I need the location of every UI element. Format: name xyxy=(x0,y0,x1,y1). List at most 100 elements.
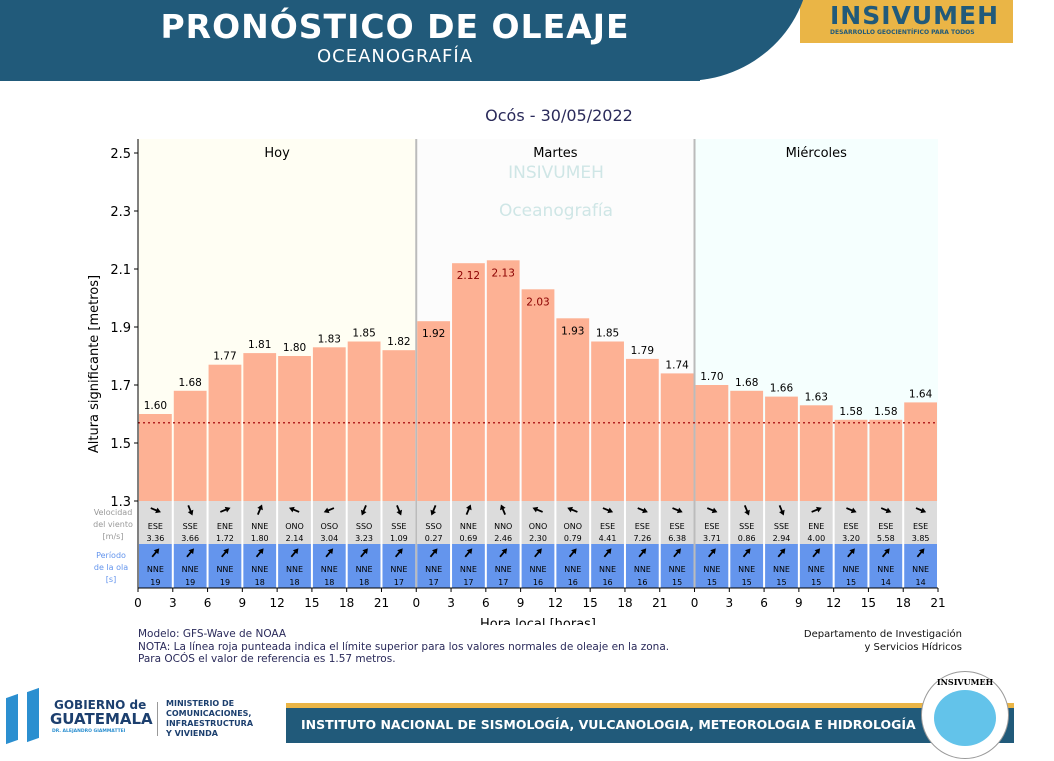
page-title: PRONÓSTICO DE OLEAJE xyxy=(160,7,630,46)
bar-value-label: 1.64 xyxy=(909,388,933,400)
wave-direction: NNE xyxy=(773,565,790,574)
wind-direction: ESE xyxy=(600,522,615,531)
direction-arrow-icon xyxy=(708,548,716,558)
x-tick-label: 6 xyxy=(760,596,768,610)
direction-arrow-icon xyxy=(323,507,335,514)
wave-period: 15 xyxy=(811,578,821,587)
wind-speed: 0.79 xyxy=(564,534,582,543)
wind-direction: ESE xyxy=(148,522,163,531)
bar xyxy=(660,373,694,501)
institute-name: INSTITUTO NACIONAL DE SISMOLOGÍA, VULCAN… xyxy=(301,717,916,732)
bar xyxy=(173,390,207,501)
gob-line-2: GUATEMALA xyxy=(50,710,153,728)
page-subtitle: OCEANOGRAFÍA xyxy=(316,46,474,67)
x-tick-label: 18 xyxy=(896,596,911,610)
direction-arrow-icon xyxy=(603,548,612,558)
wind-speed: 0.86 xyxy=(738,534,756,543)
bar-value-label: 1.83 xyxy=(318,333,341,345)
bar-value-label: 1.70 xyxy=(700,371,723,383)
direction-arrow-icon xyxy=(638,548,647,558)
bar xyxy=(799,405,833,501)
y-tick-label: 2.3 xyxy=(110,205,131,220)
wave-period: 17 xyxy=(394,578,404,587)
direction-arrow-icon xyxy=(777,548,786,558)
wind-speed: 7.26 xyxy=(633,534,651,543)
bar xyxy=(139,414,172,501)
ministry-line: INFRAESTRUCTURA xyxy=(166,719,254,728)
direction-arrow-icon xyxy=(430,505,437,516)
x-tick-label: 9 xyxy=(517,596,525,610)
direction-arrow-icon xyxy=(673,548,681,558)
bar xyxy=(486,260,520,501)
logo-tagline: DESARROLLO GEOCIENTÍFICO PARA TODOS xyxy=(830,29,975,36)
bar xyxy=(347,341,381,501)
wind-speed: 1.72 xyxy=(216,534,234,543)
ministry-line: MINISTERIO DE xyxy=(166,699,235,708)
wind-cell xyxy=(139,501,172,544)
bar-value-label: 1.85 xyxy=(596,328,619,340)
wind-cell xyxy=(904,501,937,544)
wave-chart: Hoy Martes Miércoles INSIVUMEH Oceanografía O… xyxy=(87,106,946,625)
wave-period: 16 xyxy=(637,578,647,587)
wind-cell xyxy=(556,501,590,544)
wind-speed: 2.94 xyxy=(773,534,791,543)
direction-arrow-icon xyxy=(151,548,160,558)
wave-direction: NNE xyxy=(216,565,233,574)
bar-value-label: 1.85 xyxy=(352,328,375,340)
wind-direction: ONO xyxy=(563,522,582,531)
wind-direction: ONO xyxy=(529,522,548,531)
y-tick-label: 2.1 xyxy=(110,263,131,278)
direction-arrow-icon xyxy=(672,507,683,514)
chart-title: Ocós - 30/05/2022 xyxy=(485,106,633,125)
wind-direction: ONO xyxy=(285,522,304,531)
bar-value-label: 2.12 xyxy=(457,270,480,282)
wave-period: 19 xyxy=(220,578,230,587)
wave-row-label: de la ola xyxy=(94,563,128,572)
wind-direction: OSO xyxy=(320,522,338,531)
wind-direction: NNE xyxy=(251,522,268,531)
wave-period: 17 xyxy=(429,578,439,587)
wave-direction: NNE xyxy=(182,565,199,574)
bar xyxy=(278,356,311,501)
x-tick-label: 12 xyxy=(548,596,563,610)
bar xyxy=(695,385,729,501)
bar xyxy=(625,358,659,501)
ministry-line: COMUNICACIONES, xyxy=(166,709,252,718)
direction-arrow-icon xyxy=(360,548,368,558)
wind-speed: 3.20 xyxy=(842,534,860,543)
wind-speed: 1.80 xyxy=(251,534,269,543)
bar-value-label: 1.63 xyxy=(805,391,828,403)
bar-value-label: 1.77 xyxy=(213,351,236,363)
y-tick-label: 2.5 xyxy=(110,147,131,162)
y-tick-label: 1.5 xyxy=(110,437,131,452)
day-label: Miércoles xyxy=(786,146,848,161)
x-tick-label: 21 xyxy=(374,596,389,610)
wind-direction: SSE xyxy=(183,522,198,531)
bar-value-label: 1.93 xyxy=(561,325,584,337)
ministry: MINISTERIO DE COMUNICACIONES, INFRAESTRU… xyxy=(166,699,253,739)
x-tick-label: 18 xyxy=(617,596,632,610)
direction-arrow-icon xyxy=(846,507,857,514)
x-tick-label: 15 xyxy=(583,596,598,610)
wave-period: 19 xyxy=(185,578,195,587)
wind-cell xyxy=(278,501,311,544)
wave-direction: NNE xyxy=(286,565,303,574)
wave-row-label: [s] xyxy=(106,575,116,584)
wind-direction: SSE xyxy=(739,522,754,531)
wind-speed: 3.23 xyxy=(355,534,373,543)
bar-value-label: 1.79 xyxy=(631,345,654,357)
direction-arrow-icon xyxy=(532,506,543,513)
bar-value-label: 1.60 xyxy=(144,400,167,412)
direction-arrow-icon xyxy=(881,548,890,558)
wind-speed: 3.04 xyxy=(320,534,338,543)
direction-arrow-icon xyxy=(465,504,472,515)
wave-direction: NNE xyxy=(843,565,860,574)
bar-value-label: 1.66 xyxy=(770,383,794,395)
bar xyxy=(834,419,868,501)
bar xyxy=(243,353,277,501)
wave-direction: NNE xyxy=(912,565,929,574)
bar-value-label: 1.74 xyxy=(665,359,689,371)
logo-banner xyxy=(800,0,1013,43)
bar xyxy=(869,419,903,501)
wind-speed: 0.69 xyxy=(460,534,478,543)
